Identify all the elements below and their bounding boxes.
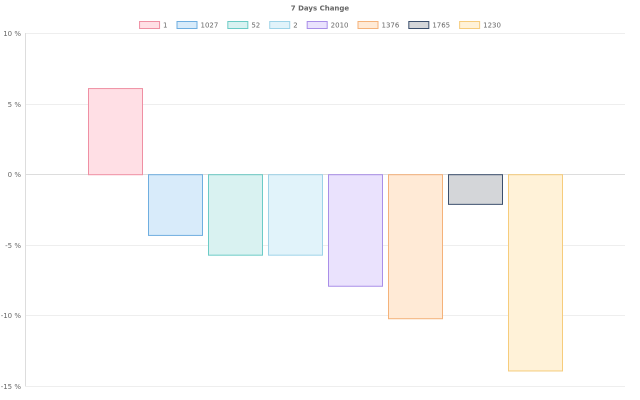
bar-1[interactable] xyxy=(88,88,143,176)
legend-label: 2010 xyxy=(331,22,349,30)
legend-item-1027[interactable]: 1027 xyxy=(176,21,219,30)
chart-title: 7 Days Change xyxy=(291,5,350,13)
legend-item-1376[interactable]: 1376 xyxy=(357,21,400,30)
bar-1027[interactable] xyxy=(148,174,203,236)
y-tick-label: 0 % xyxy=(8,171,22,179)
legend-item-1230[interactable]: 1230 xyxy=(459,21,501,30)
legend-item-52[interactable]: 52 xyxy=(227,21,260,30)
bar-1376[interactable] xyxy=(388,174,443,320)
legend-item-2010[interactable]: 2010 xyxy=(306,21,349,30)
legend-item-1765[interactable]: 1765 xyxy=(408,21,450,30)
legend-swatch xyxy=(459,21,481,29)
bar-2[interactable] xyxy=(268,174,323,256)
bar-1765[interactable] xyxy=(448,174,503,205)
bar-2010[interactable] xyxy=(328,174,383,287)
legend-swatch xyxy=(269,21,291,29)
legend-swatch xyxy=(176,21,198,29)
legend-swatch xyxy=(357,21,379,29)
legend-swatch xyxy=(227,21,249,29)
legend-swatch xyxy=(306,21,328,29)
legend-label: 1376 xyxy=(382,22,400,30)
y-tick-label: -5 % xyxy=(5,242,21,250)
bars xyxy=(88,88,563,372)
y-axis: 10 % 5 % 0 % -5 % -10 % -15 % xyxy=(1,30,26,391)
y-tick-label: -10 % xyxy=(1,312,22,320)
legend-swatch xyxy=(408,21,430,29)
y-tick-label: 5 % xyxy=(8,101,22,109)
legend: 1 1027 52 2 2010 1376 1765 1230 xyxy=(139,21,501,30)
legend-item-2[interactable]: 2 xyxy=(269,21,298,30)
bar-52[interactable] xyxy=(208,174,263,256)
legend-label: 1230 xyxy=(483,22,501,30)
bar-1230[interactable] xyxy=(508,174,563,372)
legend-label: 1 xyxy=(163,22,167,30)
legend-item-1[interactable]: 1 xyxy=(139,21,168,30)
legend-label: 52 xyxy=(251,22,260,30)
legend-label: 1027 xyxy=(201,22,219,30)
legend-label: 2 xyxy=(293,22,297,30)
legend-label: 1765 xyxy=(432,22,450,30)
y-tick-label: -15 % xyxy=(1,383,22,391)
legend-swatch xyxy=(139,21,161,29)
y-tick-label: 10 % xyxy=(3,30,21,38)
